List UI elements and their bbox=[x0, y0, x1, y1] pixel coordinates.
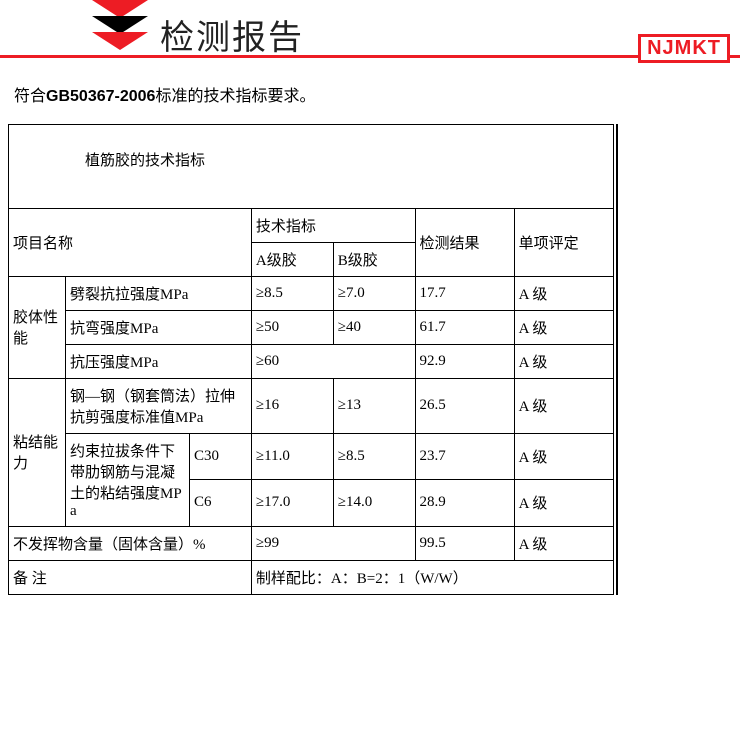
cell-name: 抗压强度MPa bbox=[66, 344, 252, 378]
head-item-name: 项目名称 bbox=[9, 208, 252, 276]
report-title: 检测报告 bbox=[160, 10, 304, 59]
cell-a: ≥11.0 bbox=[251, 433, 333, 480]
cell-c: C30 bbox=[189, 433, 251, 480]
report-header: 检测报告 NJMKT bbox=[0, 0, 740, 58]
cell-v: A 级 bbox=[514, 526, 613, 560]
spec-table: 植筋胶的技术指标 项目名称 技术指标 检测结果 单项评定 A级胶 B级胶 胶体性… bbox=[8, 124, 614, 595]
cell-b: ≥40 bbox=[333, 310, 415, 344]
note-value: 制样配比：A：B=2：1（W/W） bbox=[251, 560, 613, 594]
intro-code: GB50367-2006 bbox=[46, 88, 155, 105]
table-row: 不发挥物含量（固体含量）% ≥99 99.5 A 级 bbox=[9, 526, 614, 560]
cell-r: 28.9 bbox=[415, 480, 514, 527]
table-caption-row: 植筋胶的技术指标 bbox=[9, 125, 614, 195]
head-tech-index: 技术指标 bbox=[251, 208, 415, 242]
cell-a: ≥8.5 bbox=[251, 276, 333, 310]
cell-r: 61.7 bbox=[415, 310, 514, 344]
cell-b: ≥7.0 bbox=[333, 276, 415, 310]
cell-r: 26.5 bbox=[415, 378, 514, 433]
group1-label: 胶体性能 bbox=[9, 276, 66, 378]
note-label: 备 注 bbox=[9, 560, 252, 594]
table-row: 约束拉拔条件下带肋钢筋与混凝土的粘结强度MPa C30 ≥11.0 ≥8.5 2… bbox=[9, 433, 614, 480]
intro-text: 符合GB50367-2006标准的技术指标要求。 bbox=[14, 82, 726, 106]
table-row: 抗弯强度MPa ≥50 ≥40 61.7 A 级 bbox=[9, 310, 614, 344]
cell-b: ≥13 bbox=[333, 378, 415, 433]
intro-suffix: 标准的技术指标要求。 bbox=[155, 88, 315, 105]
cell-v: A 级 bbox=[514, 344, 613, 378]
cell-c: C6 bbox=[189, 480, 251, 527]
head-b-grade: B级胶 bbox=[333, 242, 415, 276]
intro-prefix: 符合 bbox=[14, 88, 46, 105]
spacer bbox=[9, 194, 614, 208]
cell-v: A 级 bbox=[514, 276, 613, 310]
cell-a: ≥60 bbox=[251, 344, 415, 378]
cell-v: A 级 bbox=[514, 433, 613, 480]
cell-a: ≥99 bbox=[251, 526, 415, 560]
cell-r: 23.7 bbox=[415, 433, 514, 480]
table-caption: 植筋胶的技术指标 bbox=[9, 125, 614, 195]
logo-triangle bbox=[92, 0, 148, 50]
head-verdict: 单项评定 bbox=[514, 208, 613, 276]
cell-a: ≥16 bbox=[251, 378, 333, 433]
cell-name: 不发挥物含量（固体含量）% bbox=[9, 526, 252, 560]
table-row: 粘结能力 钢—钢（钢套筒法）拉伸抗剪强度标准值MPa ≥16 ≥13 26.5 … bbox=[9, 378, 614, 433]
table-row: 胶体性能 劈裂抗拉强度MPa ≥8.5 ≥7.0 17.7 A 级 bbox=[9, 276, 614, 310]
cell-v: A 级 bbox=[514, 310, 613, 344]
head-result: 检测结果 bbox=[415, 208, 514, 276]
cell-r: 99.5 bbox=[415, 526, 514, 560]
cell-a: ≥50 bbox=[251, 310, 333, 344]
head-a-grade: A级胶 bbox=[251, 242, 333, 276]
cell-r: 92.9 bbox=[415, 344, 514, 378]
group2-label: 粘结能力 bbox=[9, 378, 66, 526]
brand-logo: NJMKT bbox=[638, 34, 730, 63]
group2-sub-label: 约束拉拔条件下带肋钢筋与混凝土的粘结强度MPa bbox=[66, 433, 190, 526]
cell-name: 钢—钢（钢套筒法）拉伸抗剪强度标准值MPa bbox=[66, 378, 252, 433]
cell-name: 抗弯强度MPa bbox=[66, 310, 252, 344]
cell-r: 17.7 bbox=[415, 276, 514, 310]
table-head-row1: 项目名称 技术指标 检测结果 单项评定 bbox=[9, 208, 614, 242]
table-note-row: 备 注 制样配比：A：B=2：1（W/W） bbox=[9, 560, 614, 594]
cell-name: 劈裂抗拉强度MPa bbox=[66, 276, 252, 310]
cell-v: A 级 bbox=[514, 480, 613, 527]
cell-v: A 级 bbox=[514, 378, 613, 433]
table-container: 植筋胶的技术指标 项目名称 技术指标 检测结果 单项评定 A级胶 B级胶 胶体性… bbox=[8, 124, 618, 595]
cell-a: ≥17.0 bbox=[251, 480, 333, 527]
cell-b: ≥14.0 bbox=[333, 480, 415, 527]
cell-b: ≥8.5 bbox=[333, 433, 415, 480]
table-row: 抗压强度MPa ≥60 92.9 A 级 bbox=[9, 344, 614, 378]
